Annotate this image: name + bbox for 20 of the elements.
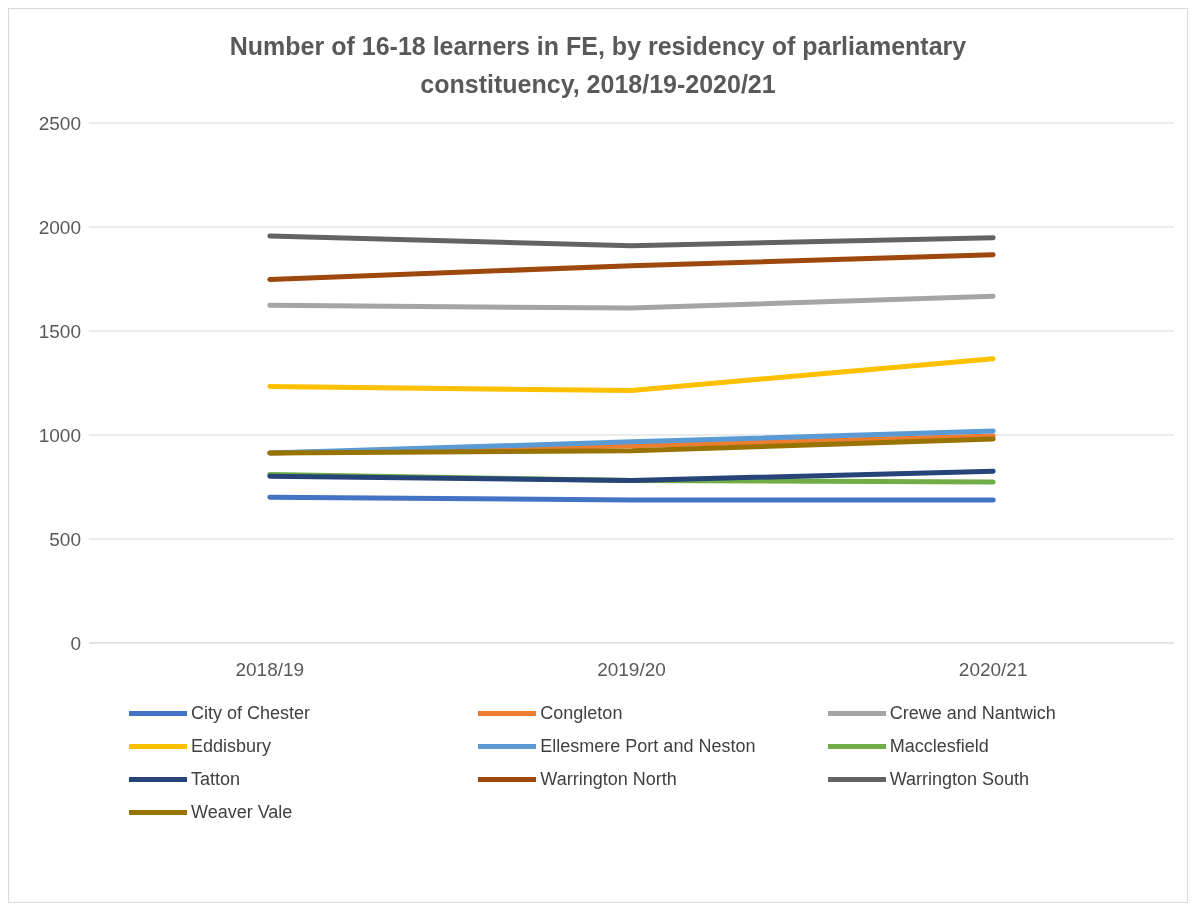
legend-label: Warrington North	[540, 769, 677, 790]
legend-label: Eddisbury	[191, 736, 272, 757]
legend-label: Tatton	[191, 769, 241, 790]
y-tick-label: 2500	[38, 112, 81, 134]
legend-label: Warrington South	[889, 769, 1030, 790]
legend-label: Congleton	[540, 703, 623, 724]
x-tick-label: 2020/21	[958, 659, 1028, 681]
y-tick-label: 1000	[38, 424, 81, 446]
legend-label: Weaver Vale	[191, 802, 293, 823]
legend-label: Macclesfield	[889, 736, 989, 757]
y-tick-label: 2000	[38, 216, 81, 238]
chart-title: Number of 16-18 learners in FE, by residency of parliamentary constituency, 2018/19-2020/21	[228, 31, 968, 100]
x-tick-label: 2018/19	[235, 659, 305, 681]
legend-label: Crewe and Nantwich	[889, 703, 1056, 724]
y-tick-label: 1500	[38, 320, 81, 342]
legend-label: City of Chester	[191, 703, 311, 724]
y-tick-label: 0	[70, 632, 81, 654]
y-tick-label: 500	[49, 528, 81, 550]
x-tick-label: 2019/20	[597, 659, 666, 681]
legend-label: Ellesmere Port and Neston	[540, 736, 756, 757]
